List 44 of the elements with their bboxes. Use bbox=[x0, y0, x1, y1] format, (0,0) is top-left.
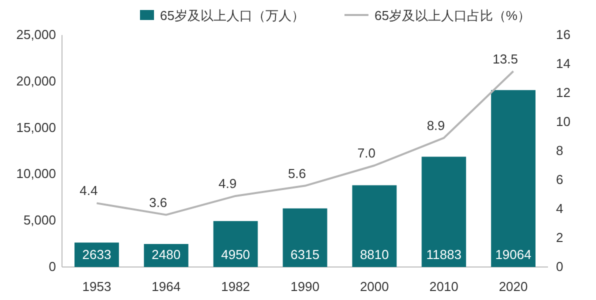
x-tick-label: 1990 bbox=[290, 279, 320, 294]
data-label: 11883 bbox=[426, 247, 462, 262]
data-label: 4950 bbox=[221, 247, 250, 262]
y2-tick-label: 14 bbox=[556, 56, 570, 71]
x-tick-label: 2020 bbox=[498, 279, 528, 294]
data-label: 6315 bbox=[290, 247, 320, 262]
data-label: 2480 bbox=[152, 247, 181, 262]
y-tick-label: 10,000 bbox=[16, 166, 56, 182]
data-label: 3.6 bbox=[149, 194, 168, 210]
data-label: 8810 bbox=[360, 247, 389, 262]
data-label: 8.9 bbox=[426, 118, 445, 133]
bar bbox=[213, 221, 258, 267]
y2-tick-label: 10 bbox=[556, 114, 570, 129]
data-label: 2633 bbox=[82, 247, 112, 262]
line-series bbox=[96, 70, 514, 216]
y2-tick-label: 2 bbox=[556, 230, 564, 245]
bar bbox=[491, 90, 536, 267]
data-label: 13.5 bbox=[492, 51, 518, 66]
y-tick-label: 15,000 bbox=[16, 120, 56, 135]
y2-tick-label: 0 bbox=[556, 259, 564, 274]
y2-tick-label: 4 bbox=[556, 201, 564, 216]
x-tick-label: 2010 bbox=[429, 279, 458, 294]
y2-tick-label: 8 bbox=[556, 143, 564, 158]
y2-tick-label: 12 bbox=[556, 85, 570, 100]
x-tick-label: 1953 bbox=[82, 279, 112, 294]
data-label: 7.0 bbox=[357, 146, 376, 160]
bar bbox=[352, 185, 397, 267]
legend-label: 65岁及以上人口占比（%） bbox=[374, 8, 530, 23]
bar bbox=[282, 208, 328, 267]
y-tick-label: 5,000 bbox=[23, 212, 56, 228]
x-tick-label: 2000 bbox=[360, 279, 389, 294]
y2-tick-label: 6 bbox=[556, 172, 564, 187]
data-label: 19064 bbox=[495, 247, 532, 262]
y-tick-label: 0 bbox=[48, 259, 56, 274]
data-label: 5.6 bbox=[288, 166, 306, 181]
data-label: 4.4 bbox=[80, 183, 98, 198]
legend-label: 65岁及以上人口（万人） bbox=[160, 8, 304, 23]
y-tick-label: 25,000 bbox=[16, 27, 56, 42]
y2-tick-label: 16 bbox=[556, 27, 570, 42]
bar bbox=[422, 156, 466, 267]
x-tick-label: 1964 bbox=[152, 279, 181, 294]
y-tick-label: 20,000 bbox=[16, 73, 56, 88]
x-tick-label: 1982 bbox=[221, 279, 250, 294]
data-label: 4.9 bbox=[218, 176, 237, 191]
